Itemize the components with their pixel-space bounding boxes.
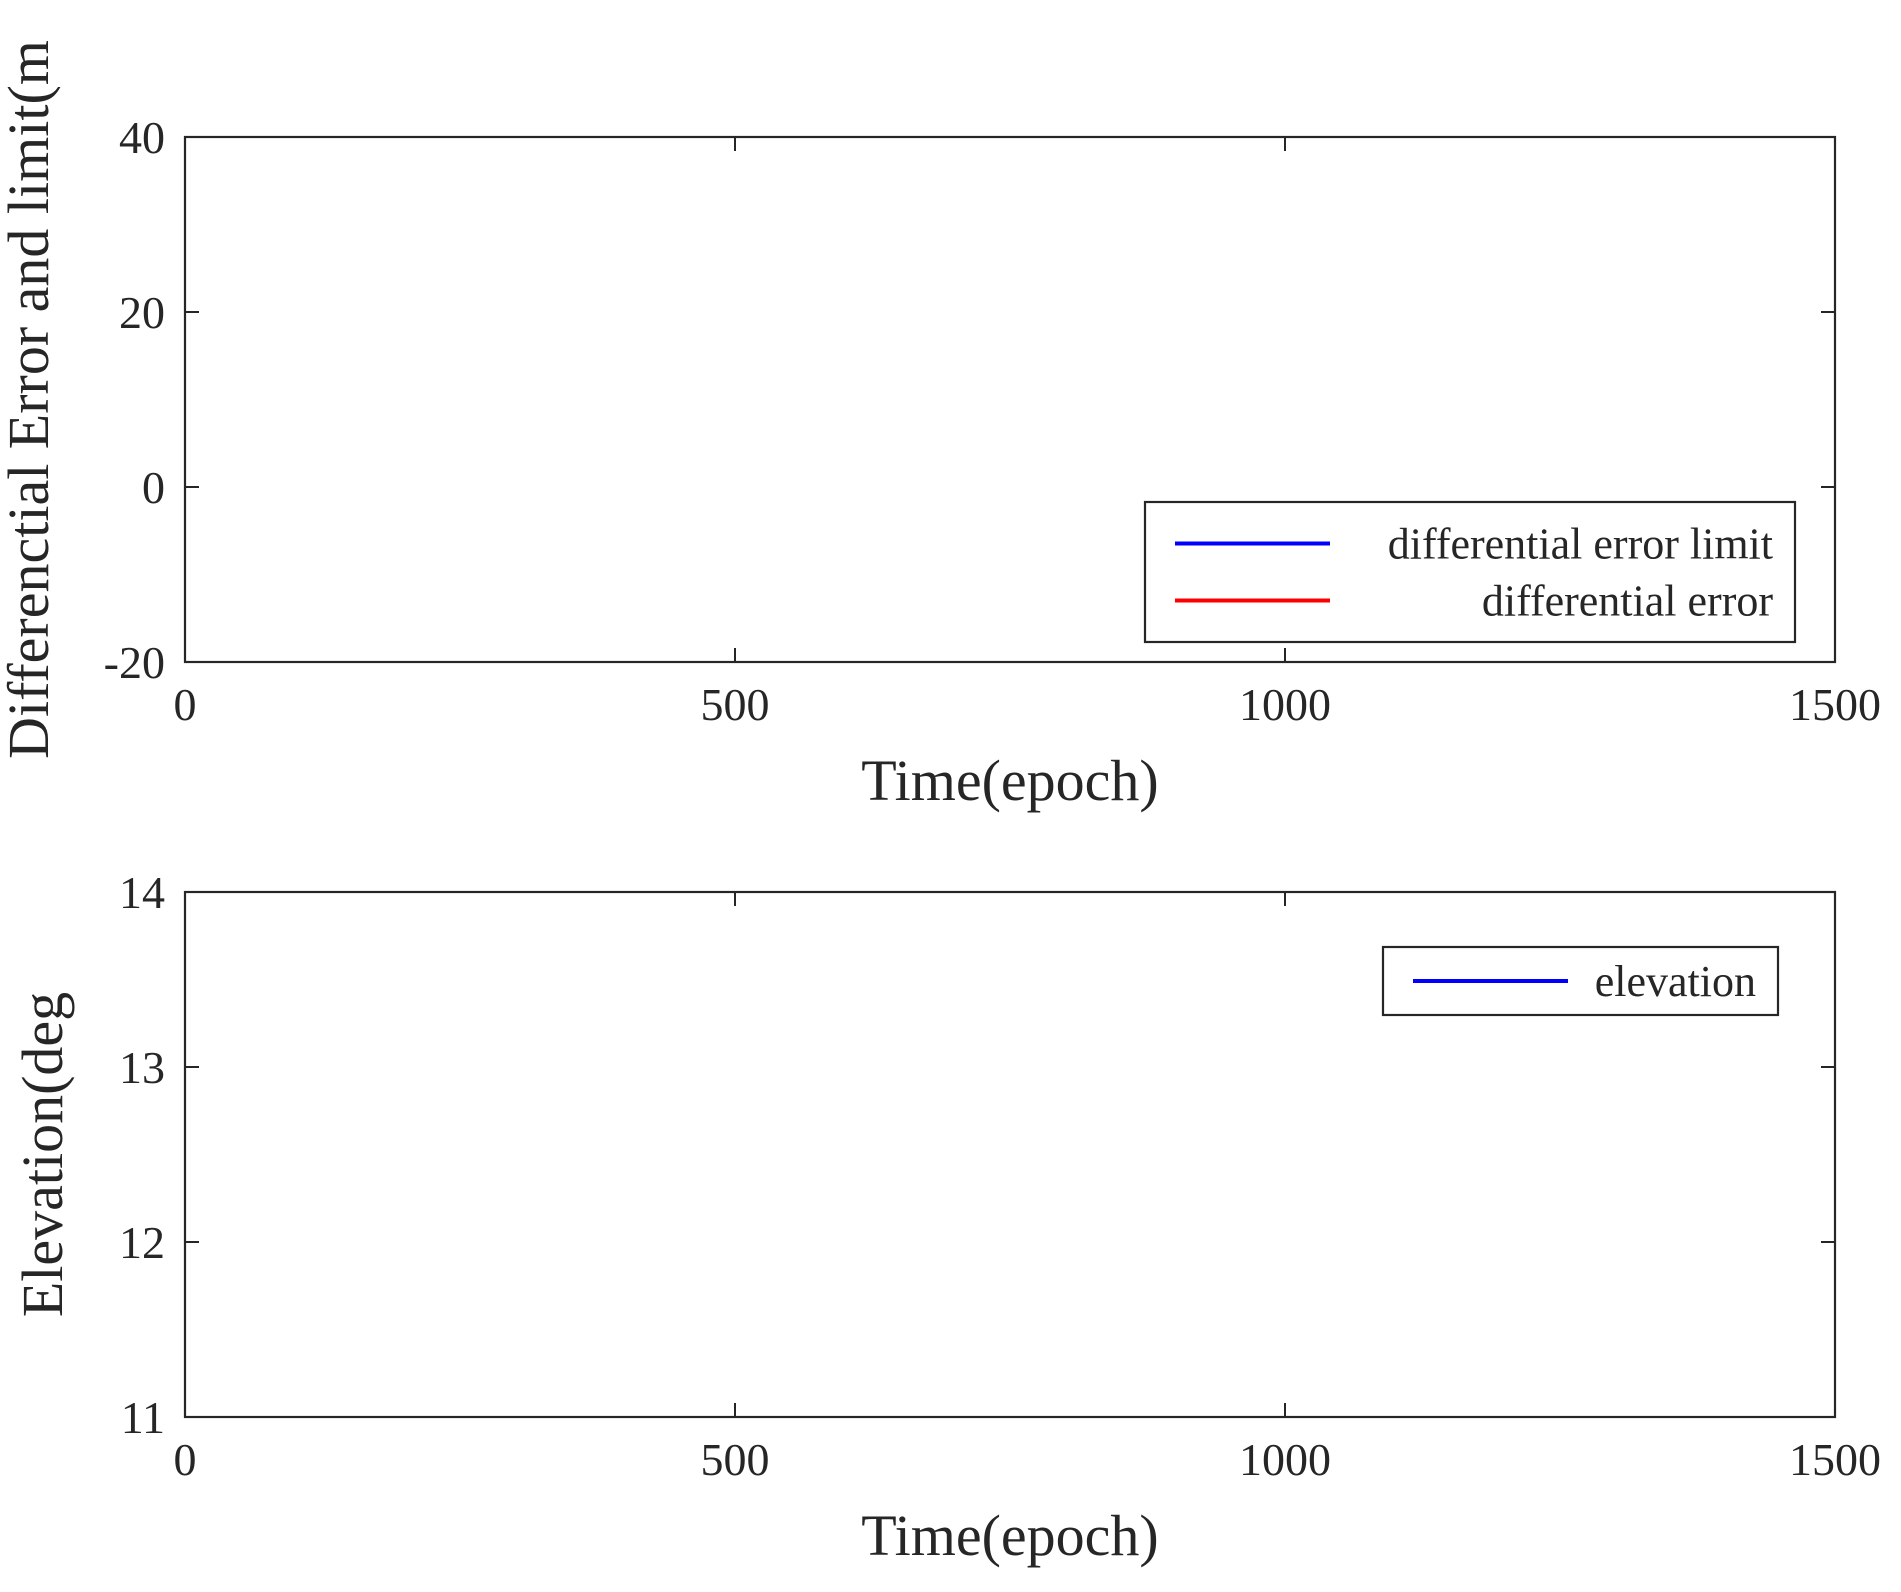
legend: differential error limit differential err… <box>1143 500 1797 644</box>
y-tick-label: 20 <box>119 287 165 338</box>
x-tick-label: 1500 <box>1789 679 1881 730</box>
y-tick-label: 13 <box>119 1042 165 1093</box>
legend-label: differential error <box>1482 577 1773 626</box>
x-tick-label: 0 <box>174 1434 197 1485</box>
x-tick-label: 1500 <box>1789 1434 1881 1485</box>
y-tick-label: 0 <box>142 462 165 513</box>
y-tick-label: 40 <box>119 112 165 163</box>
legend-label: elevation <box>1595 957 1756 1006</box>
x-tick-label: 1000 <box>1239 679 1331 730</box>
legend-label: differential error limit <box>1388 520 1773 569</box>
x-tick-label: 500 <box>701 1434 770 1485</box>
x-tick-label: 500 <box>701 679 770 730</box>
x-tick-label: 0 <box>174 679 197 730</box>
x-axis-label: Time(epoch) <box>861 748 1158 813</box>
y-tick-label: -20 <box>104 637 165 688</box>
chart-panel-2: 0 500 1000 1500 11 12 13 14 Time(epoch) Elevation… <box>10 867 1881 1568</box>
y-tick-label: 12 <box>119 1217 165 1268</box>
x-tick-label: 1000 <box>1239 1434 1331 1485</box>
legend: elevation <box>1381 945 1780 1017</box>
x-axis-label: Time(epoch) <box>861 1503 1158 1568</box>
y-axis-label: Differenctial Error and limit(m <box>0 40 61 759</box>
y-tick-label: 14 <box>119 867 165 918</box>
y-axis-label: Elevation(deg <box>10 992 75 1317</box>
y-tick-label: 11 <box>121 1392 165 1443</box>
chart-panel-1: 0 500 1000 1500-2002040Time(epoch)Differenc… <box>0 40 1881 813</box>
legend-box <box>1143 500 1797 644</box>
